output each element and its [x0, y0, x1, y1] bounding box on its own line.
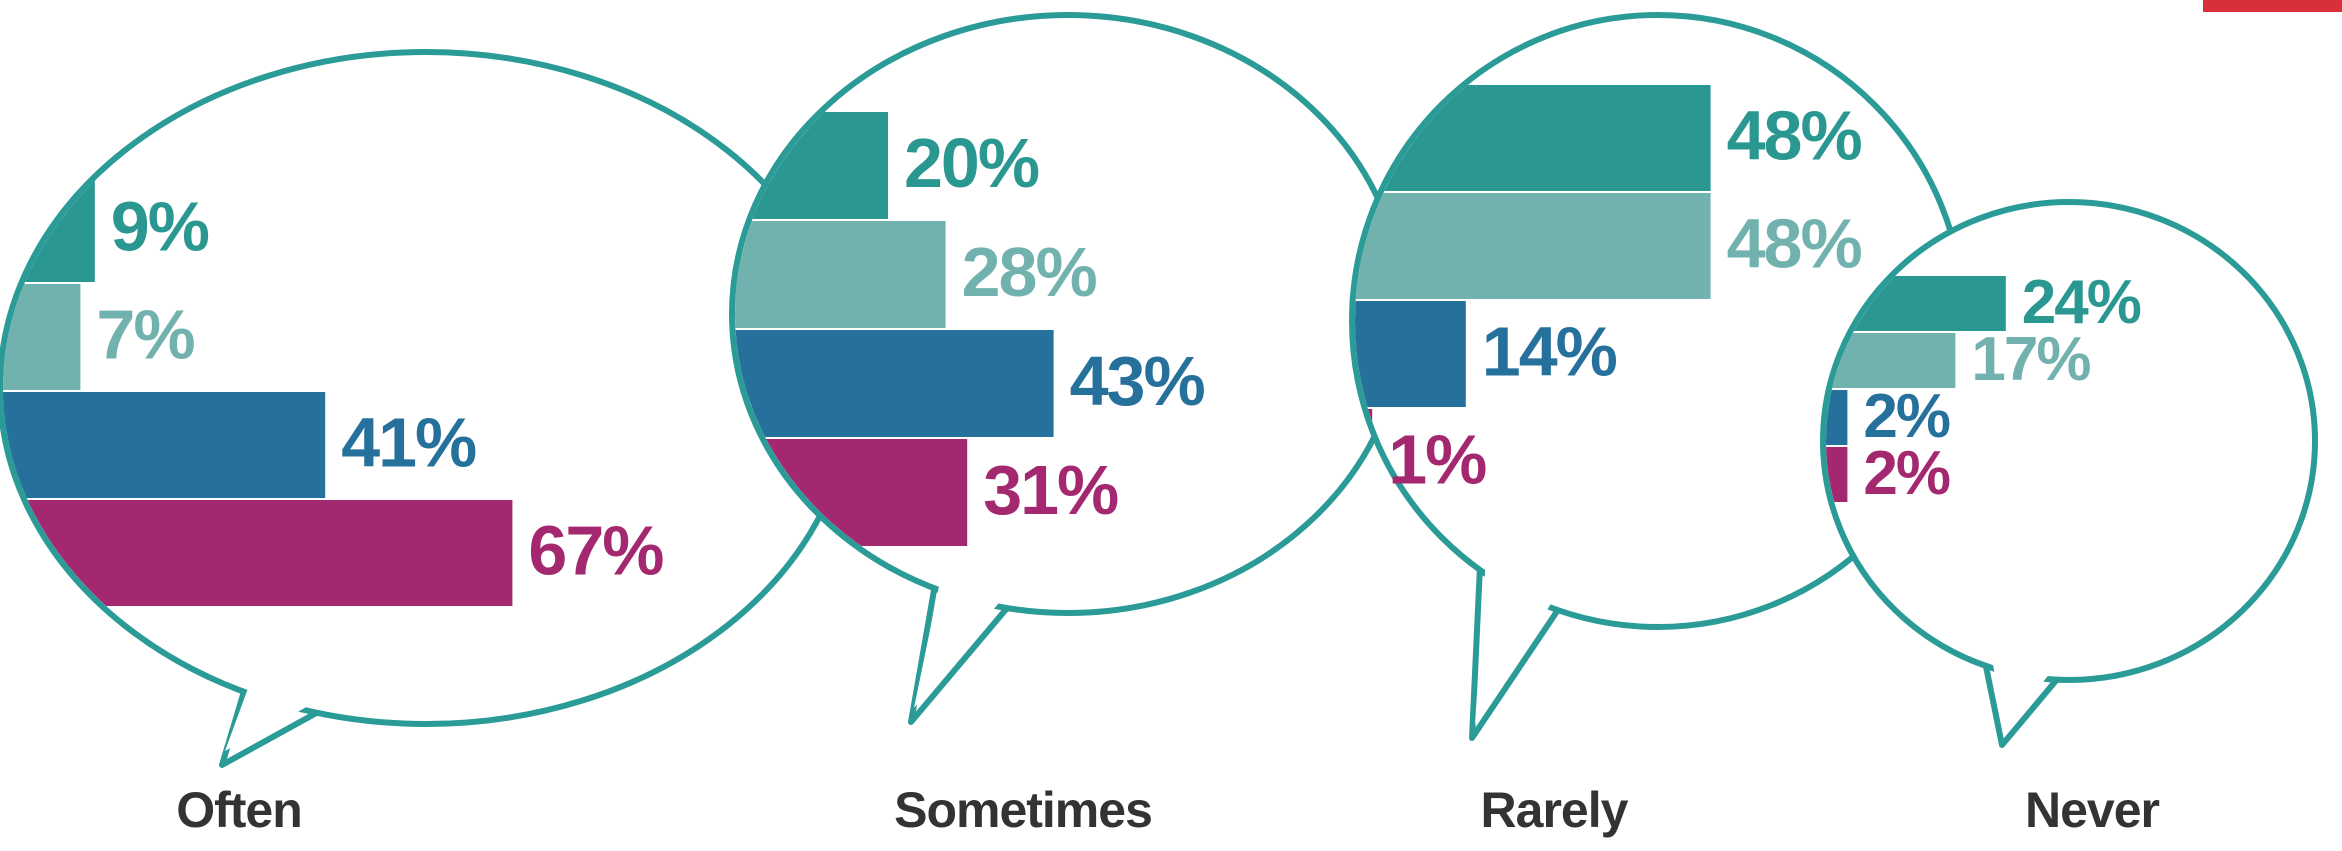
- bar: [1826, 390, 1848, 445]
- value-label: 28%: [962, 233, 1097, 311]
- value-label: 9%: [111, 187, 209, 265]
- bar: [1355, 301, 1466, 407]
- bubble-joint: [225, 680, 316, 751]
- value-label: 48%: [1727, 96, 1862, 174]
- bubble-joint: [1991, 653, 2054, 731]
- value-label: 48%: [1727, 204, 1862, 282]
- bubble: [0, 49, 855, 727]
- bubble-joint: [1475, 557, 1554, 724]
- value-label: 41%: [341, 403, 476, 481]
- bar: [1826, 447, 1848, 502]
- category-label: Often: [176, 782, 302, 838]
- bar: [3, 392, 326, 498]
- value-label: 2%: [1863, 382, 1949, 451]
- category-label: Never: [2025, 782, 2160, 838]
- bar: [1355, 193, 1711, 299]
- value-label: 2%: [1863, 439, 1949, 508]
- bar: [735, 330, 1054, 437]
- value-label: 67%: [528, 511, 663, 589]
- value-label: 1%: [1388, 420, 1486, 498]
- bar: [735, 221, 946, 328]
- value-label: 14%: [1482, 312, 1617, 390]
- category-label: Rarely: [1481, 782, 1629, 838]
- value-label: 17%: [1971, 325, 2090, 394]
- value-label: 31%: [983, 451, 1118, 529]
- value-label: 20%: [904, 124, 1039, 202]
- value-label: 43%: [1070, 342, 1205, 420]
- value-label: 24%: [2022, 268, 2141, 337]
- bar: [3, 500, 513, 606]
- value-label: 7%: [96, 295, 194, 373]
- category-label: Sometimes: [894, 782, 1152, 838]
- bubble-joint: [914, 576, 1004, 708]
- corner-tab: [2203, 0, 2342, 12]
